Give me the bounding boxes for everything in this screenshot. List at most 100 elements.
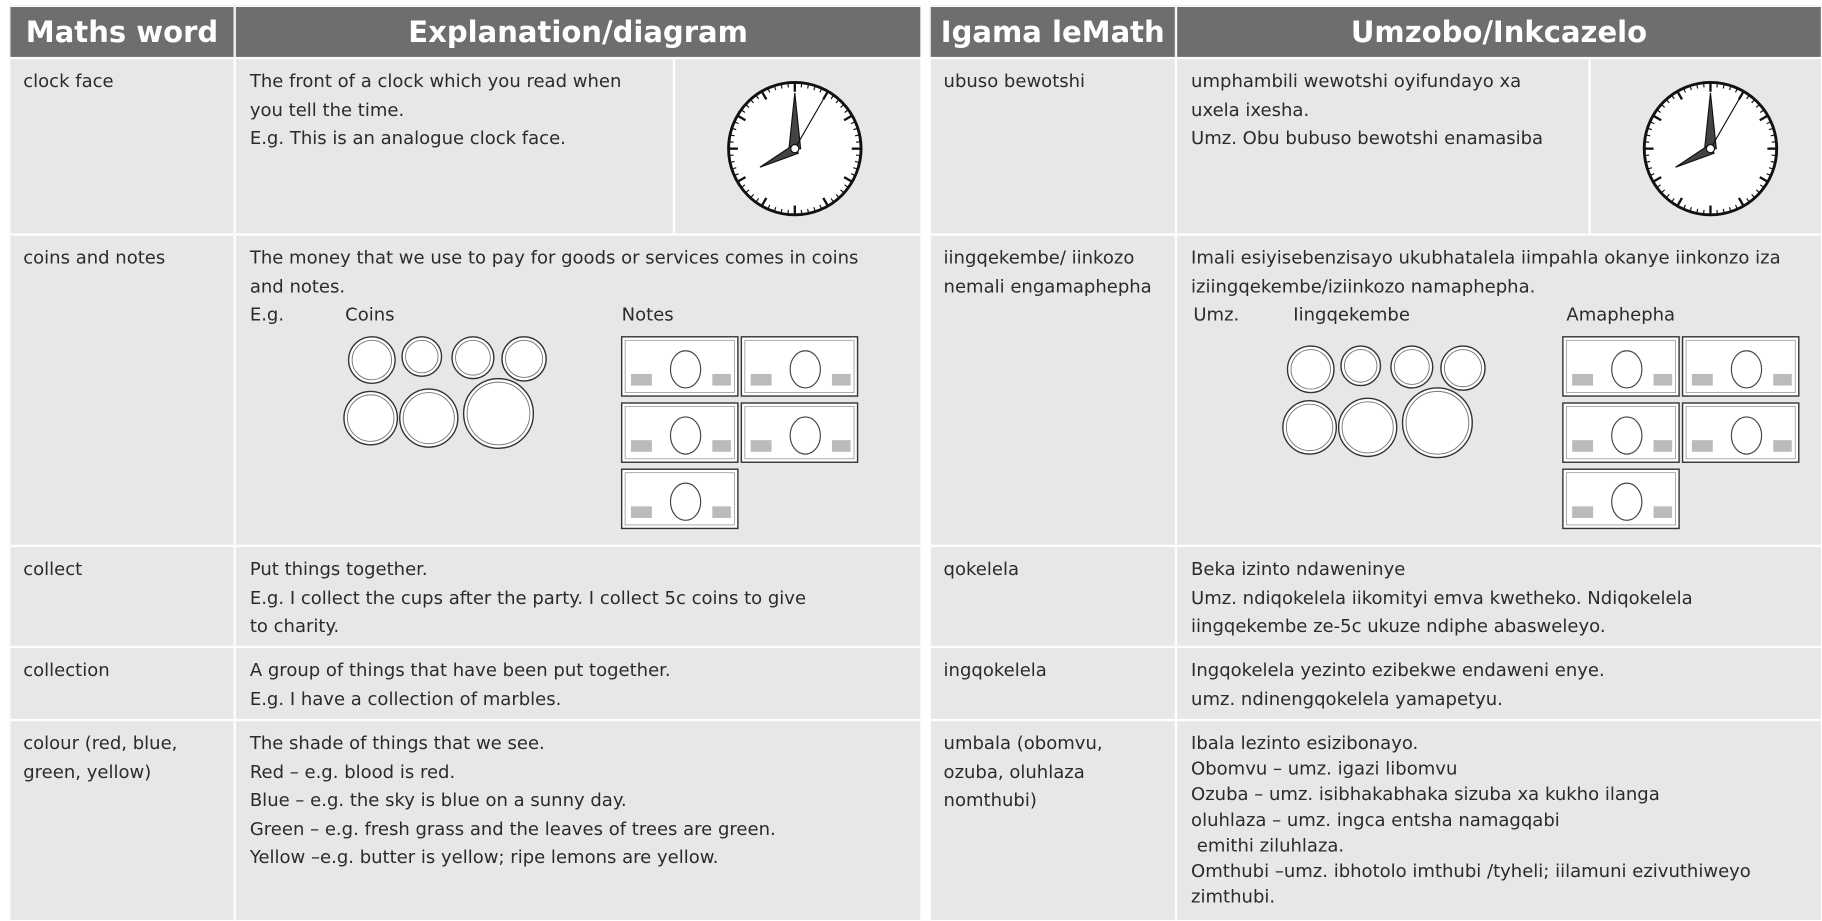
banknote-denomination (1653, 440, 1673, 452)
coin-rim (1393, 349, 1430, 385)
clock-tick (1671, 94, 1675, 100)
banknote-border (1565, 339, 1677, 393)
clock-tick (1734, 87, 1738, 93)
explanation-line: oluhlaza – umz. ingca entsha namagqabi (1191, 809, 1560, 831)
clock-second-hand (1709, 96, 1742, 149)
clock-tick (740, 184, 746, 189)
banknote-border (744, 339, 855, 393)
clock-tick (1652, 114, 1662, 122)
clock-tick (840, 103, 845, 108)
banknote-denomination (630, 440, 652, 452)
clock-tick (1746, 198, 1750, 203)
explanation-line: Ibala lezinto esizibonayo. (1191, 732, 1419, 754)
clock-tick (1689, 85, 1692, 91)
clock-tick (1722, 83, 1725, 89)
banknote-denomination (712, 373, 731, 386)
banknote-portrait (669, 482, 702, 521)
clock-tick (1647, 167, 1653, 170)
clock-tick (1768, 167, 1774, 170)
clock-tick (854, 134, 860, 137)
clock-tick (1759, 109, 1765, 113)
term-cell (9, 58, 235, 235)
clock-tick (755, 198, 760, 203)
banknote-portrait (789, 350, 821, 389)
coin-rim (346, 394, 395, 442)
banknote-border (744, 406, 855, 460)
explanation-cell (234, 58, 674, 235)
explanation-line: Green – e.g. fresh grass and the leaves … (249, 818, 776, 840)
clock-tick (1645, 160, 1651, 163)
coin-rim (455, 339, 491, 376)
explanation-line: and notes. (249, 275, 346, 297)
clock-tick (736, 114, 747, 122)
clock-tick (780, 208, 783, 214)
explanation-line: iingqekembe ze-5c ukuze ndiphe abasweley… (1191, 615, 1606, 637)
explanation-cell (1175, 58, 1590, 235)
clock-tick (1759, 114, 1769, 122)
clock-tick (844, 184, 849, 189)
explanation-line: Ozuba – umz. isibhakabhaka sizuba xa kuk… (1191, 783, 1660, 805)
explanation-line: Ingqokelela yezinto ezibekwe endaweni en… (1191, 659, 1605, 681)
column-header: Explanation/diagram (234, 5, 922, 59)
coin (343, 390, 399, 446)
coins-label: Iingqekembe (1293, 304, 1410, 326)
banknote-denomination (1653, 506, 1673, 518)
term-cell (929, 545, 1176, 647)
term: ingqokelela (943, 659, 1047, 681)
term: ubuso bewotshi (943, 70, 1086, 92)
term: qokelela (943, 558, 1020, 580)
explanation-line: Imali esiyisebenzisayo ukubhatalela iimp… (1191, 247, 1781, 269)
explanation-line: Blue – e.g. the sky is blue on a sunny d… (249, 789, 627, 811)
coin-rim (402, 392, 455, 445)
clock-tick (760, 197, 768, 207)
explanation-line: umz. ndinengqokelela yamapetyu. (1191, 688, 1503, 710)
clock-tick (1649, 121, 1655, 125)
notes-label: Notes (621, 304, 674, 326)
clock-tick (830, 94, 835, 100)
clock-tick (854, 160, 860, 163)
clock-tick (773, 85, 777, 91)
clock-tick (745, 189, 750, 194)
term: colour (red, blue, (23, 732, 178, 754)
term: umbala (obomvu, (943, 732, 1103, 754)
explanation-line: E.g. I collect the cups after the party.… (249, 587, 807, 608)
clock-tick (1751, 194, 1756, 199)
explanation-cell (234, 720, 922, 921)
term-cell (9, 646, 235, 721)
term: nemali engamaphepha (943, 275, 1152, 297)
coin (1401, 387, 1473, 459)
clock-tick (1682, 87, 1686, 93)
clock-tick (1660, 103, 1666, 108)
coin (1440, 345, 1486, 391)
clock-tick (729, 160, 735, 163)
clock-tick (844, 109, 849, 113)
banknote-border (624, 339, 735, 393)
clock-tick (853, 127, 858, 131)
banknote-portrait (1730, 350, 1763, 389)
clock-tick (1676, 197, 1684, 207)
banknote-border (1565, 406, 1677, 460)
explanation-line: to charity. (249, 615, 340, 637)
column-header: Umzobo/Inkcazelo (1175, 5, 1822, 59)
banknote-border (1685, 406, 1796, 460)
explanation-line: umphambili wewotshi oyifundayo xa (1191, 70, 1522, 92)
coins-label: Coins (345, 304, 395, 326)
clock-tick (835, 194, 840, 199)
banknote-portrait (1611, 416, 1643, 455)
clock-tick (1652, 176, 1662, 183)
banknote (620, 468, 739, 530)
explanation-line: E.g. I have a collection of marbles. (249, 688, 562, 710)
clock-tick (780, 83, 783, 89)
clock-tick (1696, 208, 1699, 214)
coin-rim (1405, 390, 1470, 455)
term: iingqekembe/ iinkozo (943, 247, 1135, 269)
clock-tick (819, 87, 823, 93)
term-cell (929, 646, 1176, 721)
term-cell (929, 58, 1176, 235)
clock-tick (1660, 189, 1666, 194)
clock-tick (1737, 197, 1745, 207)
banknote-portrait (1730, 416, 1763, 455)
clock-tick (853, 167, 858, 170)
coin-rim (351, 339, 393, 381)
banknote-border (624, 472, 735, 526)
